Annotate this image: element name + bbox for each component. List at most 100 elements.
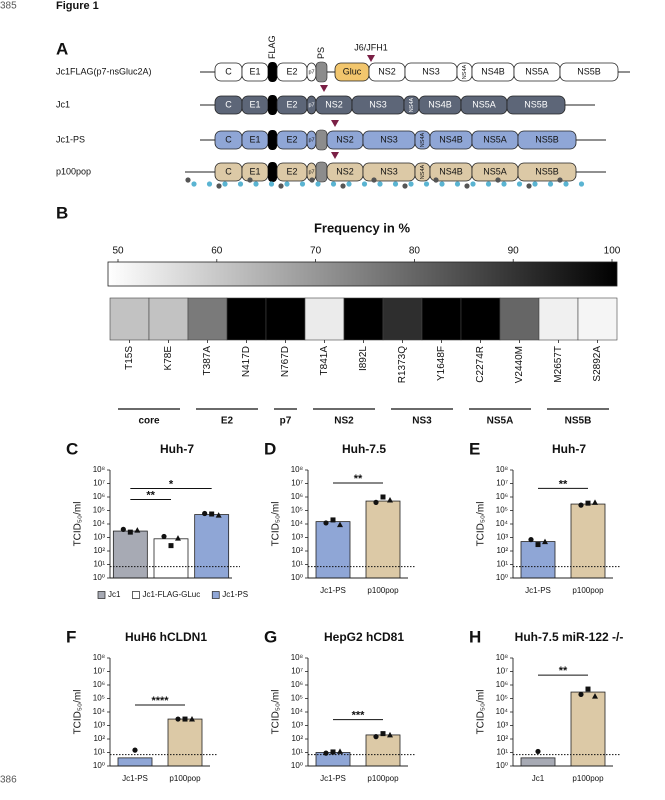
replicate-point <box>578 691 584 698</box>
x-tick-label: Jc1-PS <box>122 774 148 783</box>
chart-title: HepG2 hCD81 <box>324 630 404 644</box>
bar <box>112 530 148 579</box>
mutation-label: K78E <box>163 346 174 371</box>
significance-label: ** <box>354 473 363 485</box>
replicate-point <box>161 533 167 540</box>
chart-title: Huh-7 <box>552 442 586 456</box>
y-tick-label: 10³ <box>93 533 105 542</box>
segment-label: NS3 <box>369 99 387 109</box>
y-tick-label: 10⁸ <box>496 465 508 474</box>
mutation-dot <box>237 181 244 187</box>
segment-label: NS4A <box>462 64 468 79</box>
segment-label: C <box>225 134 232 144</box>
bar <box>315 521 351 579</box>
mutation-dot <box>309 177 315 183</box>
segment-label: NS5B <box>524 99 548 109</box>
heatmap-cell <box>538 297 579 341</box>
mutation-dot <box>408 181 414 187</box>
mutation-label: T15S <box>124 346 135 370</box>
mutation-dot <box>278 183 284 189</box>
segment-label: E1 <box>249 166 260 176</box>
mutation-dot <box>423 181 430 187</box>
segment-label: E2 <box>286 166 297 176</box>
x-tick-label: Jc1 <box>532 774 545 783</box>
mutation-label: T387A <box>202 346 213 376</box>
x-tick-label: p100pop <box>169 774 201 783</box>
y-tick-label: 10³ <box>93 721 105 730</box>
mutation-dot <box>495 177 501 183</box>
mutation-dot <box>433 177 439 183</box>
flag-tag <box>268 162 277 182</box>
segment-box <box>517 130 577 150</box>
replicate-point <box>535 542 541 548</box>
y-tick-label: 10⁶ <box>291 680 303 689</box>
marker-label: PS <box>316 47 326 59</box>
replicate-point <box>175 716 181 722</box>
y-tick-label: 10³ <box>496 533 508 542</box>
y-tick-label: 10⁷ <box>93 667 105 676</box>
bar <box>194 514 230 579</box>
mutation-dot <box>532 181 538 187</box>
heatmap-cell <box>304 297 345 341</box>
colorbar <box>107 261 618 287</box>
colorbar-tick-label: 80 <box>409 246 421 257</box>
flag-tag <box>268 62 277 82</box>
mutation-dot <box>470 181 476 187</box>
mutation-dot <box>346 181 352 187</box>
heatmap-cell <box>148 297 189 341</box>
y-tick-label: 10⁵ <box>496 506 508 515</box>
bar <box>365 734 401 767</box>
mutation-dot <box>284 181 290 187</box>
y-tick-label: 10⁴ <box>291 707 304 716</box>
x-tick-label: Jc1-PS <box>320 586 346 595</box>
mutation-dot <box>377 181 383 187</box>
legend-swatch <box>211 591 220 599</box>
mutation-dot <box>247 177 253 183</box>
colorbar-tick-label: 70 <box>310 246 322 257</box>
y-tick-label: 10⁵ <box>93 506 105 515</box>
replicate-point <box>387 731 393 738</box>
replicate-point <box>578 502 584 508</box>
y-tick-label: 10⁵ <box>93 694 105 703</box>
mutation-dot <box>216 183 222 189</box>
bar <box>570 691 606 767</box>
mutation-dot <box>578 181 585 187</box>
heatmap-cell <box>499 297 540 341</box>
x-tick-label: p100pop <box>367 774 399 783</box>
segment-label: NS5A <box>483 134 507 144</box>
mutation-dot <box>206 181 213 187</box>
y-tick-label: 10⁶ <box>93 492 105 501</box>
replicate-point <box>134 527 141 533</box>
legend-swatch <box>132 591 140 599</box>
colorbar-tick-label: 60 <box>211 246 223 257</box>
y-tick-label: 10³ <box>291 721 303 730</box>
replicate-point <box>132 747 138 753</box>
mutation-dot <box>191 181 197 187</box>
segment-label: NS4B <box>439 134 463 144</box>
y-tick-label: 10⁰ <box>496 573 508 582</box>
replicate-point <box>202 510 208 517</box>
y-tick-label: 10⁴ <box>496 519 509 528</box>
segment-label: NS2 <box>378 66 396 76</box>
legend-label: Jc1 <box>108 590 121 599</box>
segment-label: E2 <box>286 134 297 144</box>
mutation-dot <box>392 181 399 187</box>
flag-tag <box>268 95 277 115</box>
y-tick-label: 10¹ <box>291 748 303 757</box>
mutation-dot <box>454 181 461 187</box>
y-tick-label: 10⁰ <box>93 573 105 582</box>
heatmap-cell <box>343 297 384 341</box>
segment-label: E2 <box>286 99 297 109</box>
line-number: 385 <box>0 1 17 12</box>
marker-label: FLAG <box>267 35 277 59</box>
panel-letter: A <box>56 39 68 58</box>
y-tick-label: 10¹ <box>93 560 105 569</box>
group-label: NS5B <box>565 416 592 427</box>
replicate-point <box>175 535 181 541</box>
y-axis-label: TCID₅₀/ml <box>476 502 487 547</box>
y-tick-label: 10⁶ <box>496 492 508 501</box>
x-tick-label: p100pop <box>367 586 399 595</box>
panel-letter: H <box>469 627 481 646</box>
y-tick-label: 10⁷ <box>291 479 303 488</box>
replicate-point <box>542 538 548 545</box>
